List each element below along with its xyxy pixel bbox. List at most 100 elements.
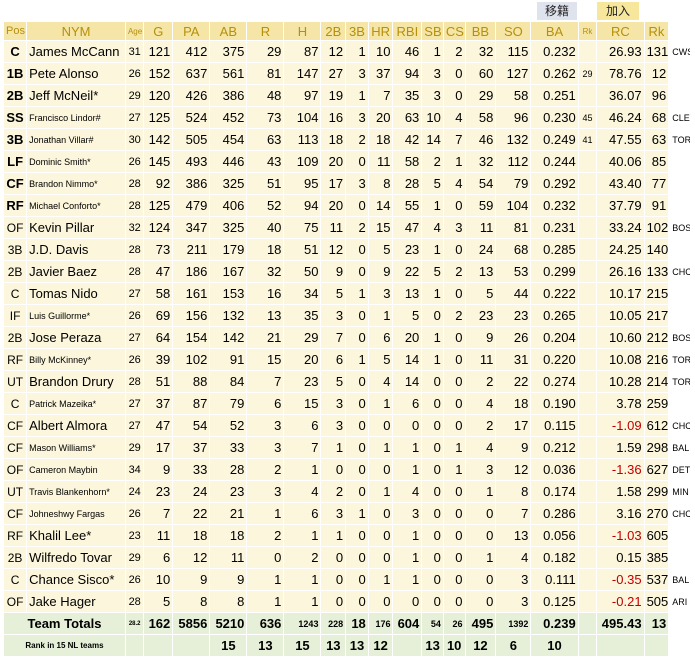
cell-3b: 0 (345, 238, 369, 261)
cell-name[interactable]: Chance Sisco* (26, 568, 126, 591)
player-row[interactable]: UT Brandon Drury 28 51 88 84 7 23 5 0 4 14 0 0 2 22 0.27… (4, 370, 691, 393)
cell-ba-rank (578, 40, 598, 63)
cell-name[interactable]: Travis Blankenhorn* (26, 480, 126, 503)
cell-name[interactable]: Jake Hager (26, 590, 126, 613)
cell-name[interactable]: Wilfredo Tovar (26, 546, 126, 569)
col-2b[interactable]: 2B (320, 22, 347, 41)
col-pa[interactable]: PA (172, 22, 211, 41)
player-row[interactable]: 2B Jose Peraza 27 64 154 142 21 29 7 0 6 20 1 0 9 26 0.2… (4, 326, 691, 349)
cell-name[interactable]: Javier Baez (26, 260, 126, 283)
player-row[interactable]: RF Michael Conforto* 28 125 479 406 52 94 20 0 14 5… (4, 194, 691, 217)
cell-name[interactable]: Michael Conforto* (26, 194, 126, 217)
cell-rbi: 0 (392, 414, 423, 437)
cell-2b: 3 (320, 502, 347, 525)
player-row[interactable]: CF Johneshwy Fargas 26 7 22 21 1 6 3 1 0 3 0 0 0 7 0.286… (4, 502, 691, 525)
player-row[interactable]: OF Jake Hager 28 5 8 8 1 1 0 0 0 0 0 0 0 3 0.125 -0.21 505… (4, 590, 691, 613)
player-row[interactable]: RF Khalil Lee* 23 11 18 18 2 1 1 0 0 1 0 0 0 13 0.056 -1.… (4, 524, 691, 547)
cell-rbi: 14 (392, 370, 423, 393)
cell-name[interactable]: Khalil Lee* (26, 524, 126, 547)
player-row[interactable]: 1B Pete Alonso 26 152 637 561 81 147 27 3 37 94 3 0 60… (4, 62, 691, 85)
col-cs[interactable]: CS (443, 22, 466, 41)
player-row[interactable]: OF Kevin Pillar 32 124 347 325 40 75 11 2 15 47 4 3 11… (4, 216, 691, 239)
cell-name[interactable]: Jonathan Villar# (26, 128, 126, 151)
col-3b[interactable]: 3B (345, 22, 369, 41)
cell-name[interactable]: Mason Williams* (26, 436, 126, 459)
cell-name[interactable]: Dominic Smith* (26, 150, 126, 173)
cell-h: 15 (283, 392, 322, 415)
col-r[interactable]: R (246, 22, 285, 41)
player-row[interactable]: IF Luis Guillorme* 26 69 156 132 13 35 3 0 1 5 0 2 23 2… (4, 304, 691, 327)
player-row[interactable]: CF Albert Almora 27 47 54 52 3 6 3 0 0 0 0 0 2 17 0.115-… (4, 414, 691, 437)
cell-name[interactable]: Jose Peraza (26, 326, 126, 349)
cell-name[interactable]: Patrick Mazeika* (26, 392, 126, 415)
cell-name[interactable]: Billy McKinney* (26, 348, 126, 371)
cell-name[interactable]: Luis Guillorme* (26, 304, 126, 327)
cell-rc-rank: 385 (644, 546, 670, 569)
cell-name[interactable]: Jeff McNeil* (26, 84, 126, 107)
cell-name[interactable]: Francisco Lindor# (26, 106, 126, 129)
player-row[interactable]: CF Mason Williams* 29 17 37 33 3 7 1 0 1 1 0 1 4 9 0.212… (4, 436, 691, 459)
cell-name[interactable]: Cameron Maybin (26, 458, 126, 481)
player-row[interactable]: LF Dominic Smith* 26 145 493 446 43 109 20 0 11 58 2… (4, 150, 691, 173)
cell-name[interactable]: J.D. Davis (26, 238, 126, 261)
player-row[interactable]: C Chance Sisco* 26 10 9 9 1 1 0 0 1 1 0 0 0 3 0.111 -0.35… (4, 568, 691, 591)
col-sb[interactable]: SB (421, 22, 444, 41)
cell-ba: 0.285 (530, 238, 579, 261)
player-row[interactable]: 2B Wilfredo Tovar 29 6 12 11 0 2 0 0 0 1 0 0 1 4 0.182 0.… (4, 546, 691, 569)
player-row[interactable]: SS Francisco Lindor# 27 125 524 452 73 104 16 3 20… (4, 106, 691, 129)
col-ba[interactable]: BA (530, 22, 579, 41)
cell-bb: 32 (465, 40, 497, 63)
cell-pa: 33 (172, 458, 211, 481)
player-row[interactable]: C Tomas Nido 27 58 161 153 16 34 5 1 3 13 1 0 5 44 0.222… (4, 282, 691, 305)
col-age[interactable]: Age (125, 22, 145, 41)
col-ba-rank[interactable]: Rk (578, 22, 598, 41)
col-pos[interactable]: Pos (4, 22, 28, 41)
cell-name[interactable]: Brandon Drury (26, 370, 126, 393)
cell-name[interactable]: Albert Almora (26, 414, 126, 437)
cell-r: 2 (246, 524, 285, 547)
col-rbi[interactable]: RBI (392, 22, 423, 41)
tab-transfer[interactable]: 移籍 (537, 2, 577, 20)
cell-r: 0 (246, 546, 285, 569)
cell-cs: 0 (443, 238, 466, 261)
player-row[interactable]: 2B Jeff McNeil* 29 120 426 386 48 97 19 1 7 35 3 0 29 5… (4, 84, 691, 107)
rank-ba-rank (578, 634, 598, 657)
cell-r: 1 (246, 590, 285, 613)
col-rc[interactable]: RC (596, 22, 645, 41)
col-ab[interactable]: AB (209, 22, 248, 41)
cell-ba-rank (578, 436, 598, 459)
tab-join[interactable]: 加入 (597, 2, 639, 20)
cell-name[interactable]: Johneshwy Fargas (26, 502, 126, 525)
player-row[interactable]: 3B J.D. Davis 28 73 211 179 18 51 12 0 5 23 1 0 24 68 0.… (4, 238, 691, 261)
cell-name[interactable]: Pete Alonso (26, 62, 126, 85)
cell-bb: 11 (465, 216, 497, 239)
cell-h: 7 (283, 436, 322, 459)
cell-name[interactable]: Brandon Nimmo* (26, 172, 126, 195)
col-rc-rank[interactable]: Rk (644, 22, 670, 41)
player-row[interactable]: OF Cameron Maybin 34 9 33 28 2 1 0 0 0 1 0 1 3 12 0.036-… (4, 458, 691, 481)
player-row[interactable]: C James McCann 31 121 412 375 29 87 12 1 10 46 1 2 32 1… (4, 40, 691, 63)
cell-rbi: 22 (392, 260, 423, 283)
player-rows: C James McCann 31 121 412 375 29 87 12 1 10 46 1 2 32 1… (4, 40, 691, 613)
cell-ba-rank (578, 524, 598, 547)
cell-name[interactable]: Kevin Pillar (26, 216, 126, 239)
col-h[interactable]: H (283, 22, 322, 41)
col-bb[interactable]: BB (465, 22, 497, 41)
cell-hr: 1 (368, 392, 394, 415)
col-g[interactable]: G (143, 22, 174, 41)
cell-name[interactable]: Tomas Nido (26, 282, 126, 305)
cell-name[interactable]: James McCann (26, 40, 126, 63)
col-so[interactable]: SO (495, 22, 532, 41)
player-row[interactable]: 2B Javier Baez 28 47 186 167 32 50 9 0 9 22 5 2 13 53 0.… (4, 260, 691, 283)
cell-rc-rank: 612 (644, 414, 670, 437)
col-team-name[interactable]: NYM (26, 22, 126, 41)
cell-pos: 2B (4, 260, 28, 283)
player-row[interactable]: UT Travis Blankenhorn* 24 23 24 23 3 4 2 0 1 4 0 0 1 8 0… (4, 480, 691, 503)
totals-empty (668, 612, 691, 635)
player-row[interactable]: RF Billy McKinney* 26 39 102 91 15 20 6 1 5 14 1 0 11 3… (4, 348, 691, 371)
player-row[interactable]: C Patrick Mazeika* 27 37 87 79 6 15 3 0 1 6 0 0 4 18 0.1… (4, 392, 691, 415)
col-hr[interactable]: HR (368, 22, 394, 41)
player-row[interactable]: 3B Jonathan Villar# 30 142 505 454 63 113 18 2 18 4… (4, 128, 691, 151)
player-row[interactable]: CF Brandon Nimmo* 28 92 386 325 51 95 17 3 8 28 5 4 54… (4, 172, 691, 195)
cell-sb: 0 (421, 304, 444, 327)
